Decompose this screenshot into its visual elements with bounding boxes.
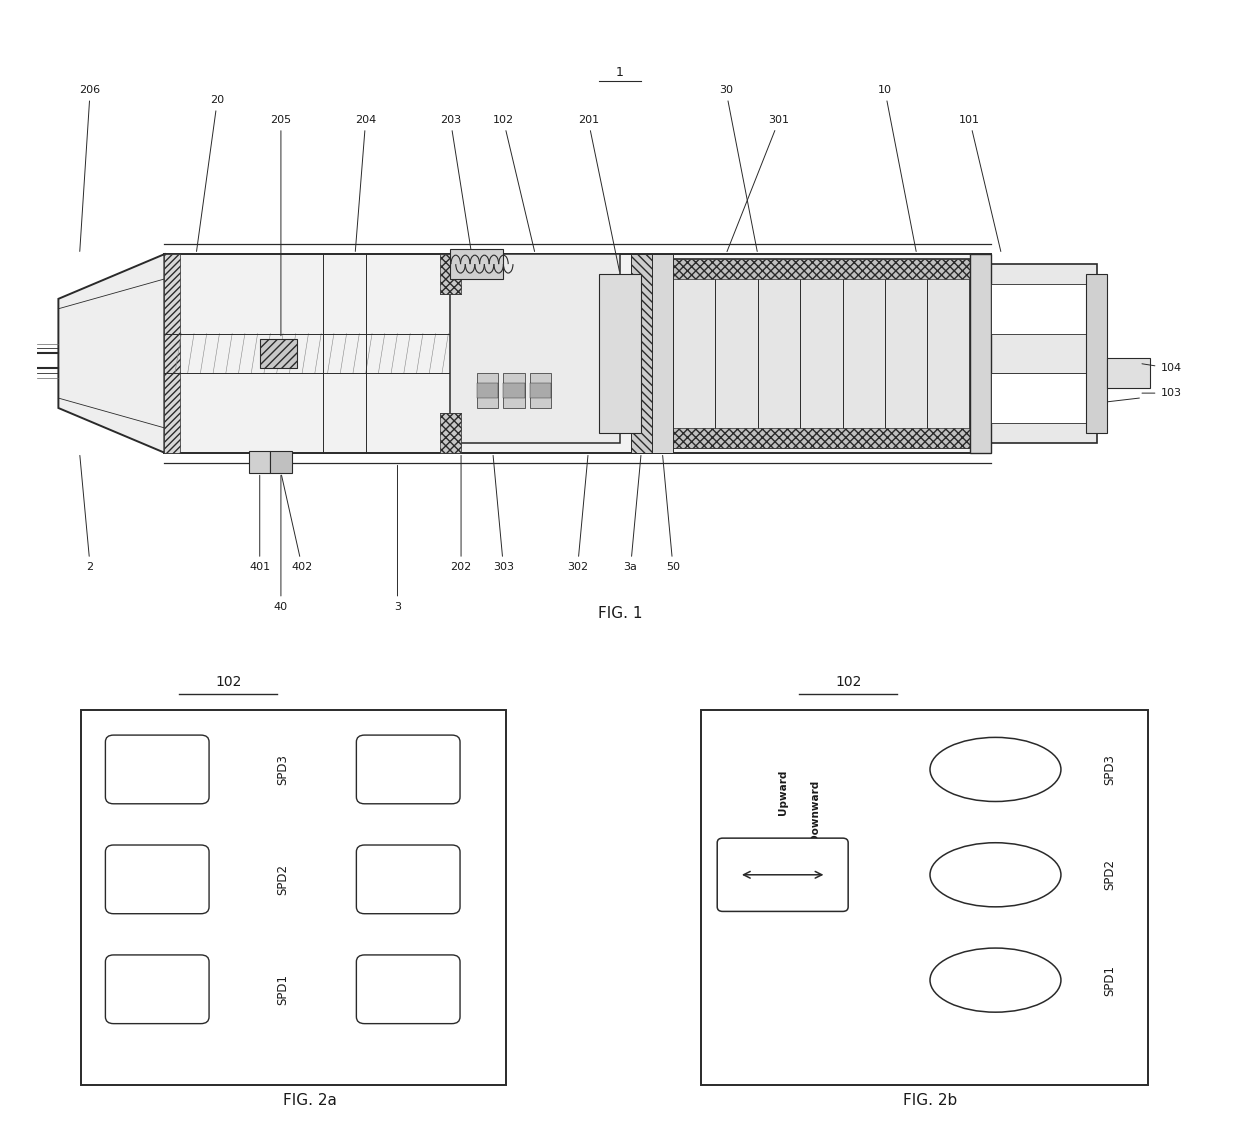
Bar (529, 384, 551, 398)
Bar (631, 254, 667, 452)
Text: 104: 104 (1142, 363, 1182, 373)
Bar (249, 451, 270, 473)
Ellipse shape (930, 843, 1061, 907)
FancyBboxPatch shape (105, 735, 210, 804)
Ellipse shape (930, 737, 1061, 801)
Text: SPD1: SPD1 (1104, 964, 1116, 996)
Polygon shape (58, 254, 165, 452)
Text: 3a: 3a (624, 456, 641, 571)
Text: 102: 102 (835, 676, 862, 689)
Text: 40: 40 (274, 475, 288, 611)
Bar (477, 373, 498, 408)
Bar (652, 254, 673, 452)
Bar (440, 413, 461, 452)
Bar (673, 428, 970, 448)
Text: 102: 102 (215, 676, 242, 689)
Bar (165, 254, 991, 452)
Bar (450, 254, 620, 443)
Text: SPD3: SPD3 (1104, 755, 1116, 784)
Text: FIG. 2a: FIG. 2a (283, 1093, 337, 1108)
Text: Upward: Upward (777, 769, 787, 815)
Bar (440, 254, 461, 294)
Text: 205: 205 (270, 116, 291, 335)
Bar (991, 264, 1097, 443)
Text: 50: 50 (662, 456, 680, 571)
FancyBboxPatch shape (356, 845, 460, 914)
Bar (1107, 358, 1149, 388)
Bar (1086, 274, 1107, 433)
Bar (503, 373, 525, 408)
Text: 204: 204 (355, 116, 376, 252)
Bar (165, 254, 180, 452)
Bar (673, 259, 970, 279)
Text: 20: 20 (196, 95, 224, 252)
Text: 3: 3 (394, 465, 401, 611)
FancyBboxPatch shape (105, 955, 210, 1024)
Bar (701, 710, 1148, 1085)
Text: SPD2: SPD2 (277, 863, 289, 895)
Bar (503, 384, 525, 398)
Bar (450, 250, 503, 279)
FancyBboxPatch shape (356, 735, 460, 804)
Text: 401: 401 (249, 475, 270, 571)
Bar (165, 333, 885, 373)
Bar (991, 284, 1097, 333)
Bar (270, 451, 291, 473)
Text: 402: 402 (281, 475, 312, 571)
Text: 30: 30 (719, 86, 758, 252)
Text: 302: 302 (567, 456, 588, 571)
Text: SPD3: SPD3 (277, 755, 289, 784)
FancyBboxPatch shape (717, 838, 848, 911)
Bar (599, 274, 641, 433)
Text: 2: 2 (79, 456, 94, 571)
Bar (673, 259, 970, 448)
Text: 10: 10 (878, 86, 916, 252)
Text: SPD1: SPD1 (277, 973, 289, 1005)
Text: 202: 202 (450, 456, 471, 571)
Text: Downward: Downward (811, 780, 821, 842)
Bar (970, 254, 991, 452)
Bar (529, 373, 551, 408)
Text: 303: 303 (494, 456, 513, 571)
FancyBboxPatch shape (105, 845, 210, 914)
Text: SPD2: SPD2 (1104, 859, 1116, 891)
Bar (81, 710, 506, 1085)
Text: 203: 203 (440, 116, 471, 252)
Bar (991, 373, 1097, 423)
Text: 102: 102 (492, 116, 534, 252)
Text: 301: 301 (727, 116, 790, 252)
Text: 1: 1 (616, 65, 624, 79)
Text: 206: 206 (79, 86, 100, 252)
FancyBboxPatch shape (356, 955, 460, 1024)
Bar (259, 339, 296, 369)
Text: 101: 101 (960, 116, 1001, 252)
Ellipse shape (930, 948, 1061, 1012)
Text: FIG. 2b: FIG. 2b (903, 1093, 957, 1108)
Text: 201: 201 (578, 116, 620, 271)
Bar (477, 384, 498, 398)
Text: FIG. 1: FIG. 1 (598, 607, 642, 622)
Text: 103: 103 (1142, 388, 1182, 398)
